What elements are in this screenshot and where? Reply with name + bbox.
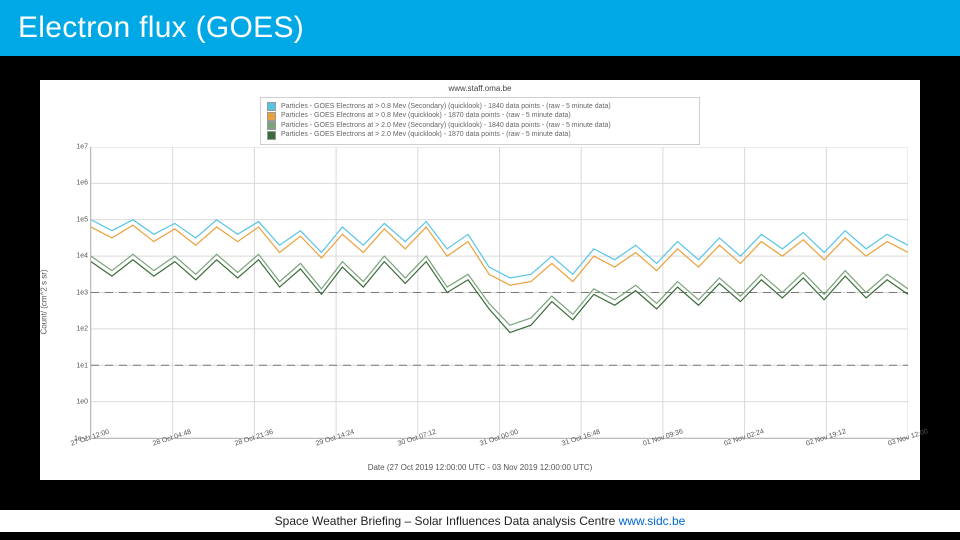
legend-item: Particles - GOES Electrons at > 0.8 Mev … [267, 102, 693, 111]
legend-swatch [267, 131, 276, 140]
y-axis-label: Count/ (cm^2 s sr) [40, 269, 49, 334]
y-axis: 1e-11e01e11e21e31e41e51e61e7 [62, 147, 90, 439]
legend-label: Particles - GOES Electrons at > 0.8 Mev … [281, 102, 611, 111]
plot-area [90, 147, 908, 439]
footer-text: Space Weather Briefing – Solar Influence… [275, 514, 619, 528]
y-tick: 1e5 [76, 216, 88, 223]
x-axis-label: Date (27 Oct 2019 12:00:00 UTC - 03 Nov … [40, 463, 920, 472]
y-tick: 1e0 [76, 399, 88, 406]
legend-item: Particles - GOES Electrons at > 2.0 Mev … [267, 121, 693, 130]
chart-source-url: www.staff.oma.be [40, 80, 920, 93]
footer-link[interactable]: www.sidc.be [619, 514, 686, 528]
y-tick: 1e1 [76, 362, 88, 369]
slide-title: Electron flux (GOES) [18, 11, 304, 45]
slide-root: Electron flux (GOES) www.staff.oma.be Pa… [0, 0, 960, 540]
legend-label: Particles - GOES Electrons at > 2.0 Mev … [281, 121, 611, 130]
footer: Space Weather Briefing – Solar Influence… [0, 510, 960, 532]
chart-svg [91, 147, 908, 438]
y-tick: 1e4 [76, 253, 88, 260]
legend-item: Particles - GOES Electrons at > 0.8 Mev … [267, 111, 693, 120]
y-tick: 1e7 [76, 143, 88, 150]
legend-swatch [267, 112, 276, 121]
y-tick: 1e2 [76, 326, 88, 333]
chart-panel: www.staff.oma.be Particles - GOES Electr… [40, 80, 920, 480]
chart-legend: Particles - GOES Electrons at > 0.8 Mev … [260, 97, 700, 145]
legend-item: Particles - GOES Electrons at > 2.0 Mev … [267, 130, 693, 139]
legend-label: Particles - GOES Electrons at > 2.0 Mev … [281, 130, 571, 139]
x-axis: 27 Oct 12:0028 Oct 04:4828 Oct 21:3629 O… [90, 439, 908, 457]
title-bar: Electron flux (GOES) [0, 0, 960, 56]
legend-swatch [267, 102, 276, 111]
y-tick: 1e6 [76, 180, 88, 187]
y-tick: 1e3 [76, 289, 88, 296]
plot-area-wrap: Count/ (cm^2 s sr) 1e-11e01e11e21e31e41e… [40, 147, 920, 457]
legend-swatch [267, 121, 276, 130]
legend-label: Particles - GOES Electrons at > 0.8 Mev … [281, 111, 571, 120]
